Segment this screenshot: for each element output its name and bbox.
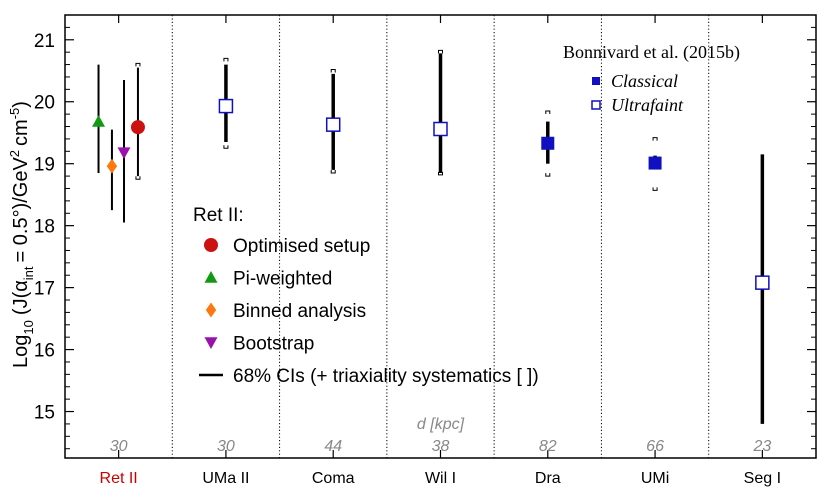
syst-bracket xyxy=(545,173,551,177)
data-point-binned-analysis xyxy=(106,158,118,174)
distance-axis-title: d [kpc] xyxy=(417,416,465,433)
x-tick-label-seg-i: Seg I xyxy=(744,470,781,487)
distance-label: 66 xyxy=(646,438,664,455)
y-tick-label: 18 xyxy=(34,217,55,238)
y-axis: 15 16 17 18 19 20 21 Log10 (J(αint = 0.5°)/GeV2 cm… xyxy=(7,14,816,450)
y-tick-label: 15 xyxy=(34,403,55,424)
legend-title: Bonnivard et al. (2015b) xyxy=(563,42,740,63)
data-point-optimised-setup xyxy=(130,120,145,135)
data-point-pi-weighted xyxy=(92,115,106,127)
legend-label: Binned analysis xyxy=(233,301,366,322)
data-point-dra xyxy=(541,136,555,150)
distance-label: 82 xyxy=(539,438,557,455)
y-axis-label-part: Log xyxy=(10,335,32,368)
syst-bracket xyxy=(652,137,658,141)
y-tick-label: 21 xyxy=(34,31,55,52)
y-axis-label-part: (J(α xyxy=(10,280,32,315)
data-point-coma xyxy=(325,117,341,132)
x-tick-label-coma: Coma xyxy=(312,470,355,487)
legend-label: Classical xyxy=(611,71,678,91)
legend-bonnivard: Bonnivard et al. (2015b) Classical Ultrafa… xyxy=(563,42,740,115)
syst-bracket xyxy=(330,169,336,174)
y-axis-label-part: -5 xyxy=(7,108,22,120)
legend-label: Optimised setup xyxy=(233,236,370,257)
data-point-seg-i xyxy=(755,275,770,290)
x-tick-label-uma-ii: UMa II xyxy=(202,470,249,487)
x-tick-label-ret-ii: Ret II xyxy=(100,470,138,487)
syst-bracket xyxy=(545,110,551,115)
data-point-uma-ii xyxy=(218,98,234,114)
legend-marker-circle xyxy=(204,238,218,252)
y-tick-label: 20 xyxy=(34,93,55,114)
y-axis-label: Log10 (J(αint = 0.5°)/GeV2 cm-5) xyxy=(7,101,36,368)
y-axis-label-part: 2 xyxy=(7,150,22,157)
legend-label: Ultrafaint xyxy=(611,95,684,115)
legend-marker-triangle-down xyxy=(204,337,218,349)
x-axis: Ret II UMa II Coma Wil I Dra UMi Seg I xyxy=(100,15,781,487)
syst-bracket xyxy=(652,187,658,191)
y-axis-label-part: 10 xyxy=(21,320,36,334)
distance-label: 38 xyxy=(432,438,450,455)
legend-ret2: Ret II: Optimised setup Pi-weighted Binned … xyxy=(193,205,539,387)
y-axis-label-part: ) xyxy=(10,101,32,108)
y-tick-label: 16 xyxy=(34,341,55,362)
y-tick-label: 19 xyxy=(34,155,55,176)
legend-marker-square-open xyxy=(591,100,601,110)
syst-bracket xyxy=(135,176,141,180)
distance-label: 44 xyxy=(324,438,342,455)
distance-label: 30 xyxy=(217,438,235,455)
legend-label: Pi-weighted xyxy=(233,269,332,290)
legend-marker-triangle-up xyxy=(204,271,218,283)
syst-bracket xyxy=(330,69,336,73)
syst-bracket xyxy=(438,49,443,54)
legend-label: Bootstrap xyxy=(233,334,314,355)
legend-marker-diamond xyxy=(205,302,217,318)
data-point-umi xyxy=(648,156,662,170)
y-axis-label-part: cm xyxy=(10,119,32,146)
y-tick-label: 17 xyxy=(34,279,55,300)
y-axis-label-part: = 0.5°)/GeV xyxy=(10,157,32,263)
legend-title: Ret II: xyxy=(193,205,244,226)
x-tick-label-wil-i: Wil I xyxy=(425,470,456,487)
distance-label: 30 xyxy=(110,438,128,455)
data-marks xyxy=(92,49,770,424)
data-point-bootstrap xyxy=(117,147,131,160)
y-axis-label-part: int xyxy=(21,266,36,280)
x-tick-label-dra: Dra xyxy=(535,470,561,487)
legend-label: 68% CIs (+ triaxiality systematics [ ]) xyxy=(233,366,539,387)
data-point-wil-i xyxy=(433,121,448,137)
distance-labels: 30 30 44 38 82 66 23 d [kpc] xyxy=(110,416,772,455)
distance-label: 23 xyxy=(752,438,771,455)
category-separators xyxy=(171,15,710,458)
legend-marker-square-filled xyxy=(592,77,600,85)
x-tick-label-umi: UMi xyxy=(641,470,669,487)
syst-bracket xyxy=(438,171,443,176)
syst-bracket xyxy=(223,57,229,62)
syst-bracket xyxy=(223,145,229,149)
syst-bracket xyxy=(135,62,141,67)
